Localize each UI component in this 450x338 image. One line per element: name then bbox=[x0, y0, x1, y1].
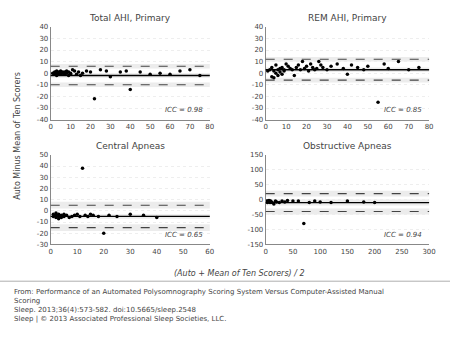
svg-text:20: 20 bbox=[302, 123, 311, 131]
svg-text:0: 0 bbox=[259, 196, 263, 204]
svg-text:20: 20 bbox=[39, 46, 48, 54]
svg-text:-30: -30 bbox=[252, 104, 263, 112]
svg-text:30: 30 bbox=[126, 248, 135, 256]
svg-text:-20: -20 bbox=[37, 230, 48, 238]
svg-text:10: 10 bbox=[39, 196, 48, 204]
svg-text:10: 10 bbox=[254, 58, 263, 66]
svg-text:150: 150 bbox=[341, 248, 354, 256]
svg-text:Obstructive Apneas: Obstructive Apneas bbox=[303, 141, 392, 151]
svg-text:20: 20 bbox=[99, 248, 108, 256]
svg-text:-10: -10 bbox=[37, 218, 48, 226]
svg-text:30: 30 bbox=[39, 35, 48, 43]
svg-text:10: 10 bbox=[39, 58, 48, 66]
svg-text:50: 50 bbox=[146, 123, 155, 131]
svg-text:60: 60 bbox=[166, 123, 175, 131]
svg-text:-50: -50 bbox=[252, 211, 263, 219]
svg-text:60: 60 bbox=[205, 248, 214, 256]
svg-text:Auto Minus Mean of Ten Scorers: Auto Minus Mean of Ten Scorers bbox=[13, 72, 22, 200]
svg-text:0: 0 bbox=[44, 207, 48, 215]
svg-text:250: 250 bbox=[395, 248, 408, 256]
svg-text:30: 30 bbox=[39, 174, 48, 182]
svg-text:40: 40 bbox=[126, 123, 135, 131]
svg-text:-30: -30 bbox=[37, 241, 48, 249]
svg-text:100: 100 bbox=[250, 166, 263, 174]
svg-text:-20: -20 bbox=[37, 93, 48, 101]
svg-text:20: 20 bbox=[86, 123, 95, 131]
svg-text:-40: -40 bbox=[252, 116, 263, 124]
svg-text:70: 70 bbox=[185, 123, 194, 131]
svg-text:50: 50 bbox=[179, 248, 188, 256]
svg-text:10: 10 bbox=[282, 123, 291, 131]
svg-text:0: 0 bbox=[259, 70, 263, 78]
svg-text:ICC = 0.94: ICC = 0.94 bbox=[384, 231, 422, 239]
svg-text:-10: -10 bbox=[37, 81, 48, 89]
svg-text:0: 0 bbox=[263, 248, 267, 256]
svg-text:50: 50 bbox=[363, 123, 372, 131]
svg-text:10: 10 bbox=[73, 248, 82, 256]
svg-text:40: 40 bbox=[39, 23, 48, 31]
svg-text:-20: -20 bbox=[252, 93, 263, 101]
svg-text:300: 300 bbox=[422, 248, 435, 256]
svg-text:200: 200 bbox=[368, 248, 381, 256]
svg-text:50: 50 bbox=[288, 248, 297, 256]
svg-text:60: 60 bbox=[384, 123, 393, 131]
svg-text:30: 30 bbox=[254, 35, 263, 43]
svg-text:-10: -10 bbox=[252, 81, 263, 89]
svg-text:Central Apneas: Central Apneas bbox=[96, 141, 165, 151]
svg-text:40: 40 bbox=[152, 248, 161, 256]
svg-text:0: 0 bbox=[263, 123, 267, 131]
svg-text:150: 150 bbox=[250, 151, 263, 159]
svg-text:-30: -30 bbox=[37, 104, 48, 112]
svg-text:0: 0 bbox=[48, 248, 52, 256]
svg-text:20: 20 bbox=[39, 185, 48, 193]
svg-text:-40: -40 bbox=[37, 116, 48, 124]
svg-text:0: 0 bbox=[44, 70, 48, 78]
svg-text:40: 40 bbox=[39, 162, 48, 170]
svg-text:100: 100 bbox=[313, 248, 326, 256]
svg-text:70: 70 bbox=[404, 123, 413, 131]
svg-text:50: 50 bbox=[39, 151, 48, 159]
svg-text:30: 30 bbox=[323, 123, 332, 131]
svg-text:50: 50 bbox=[254, 181, 263, 189]
svg-text:Total AHI, Primary: Total AHI, Primary bbox=[89, 13, 171, 23]
svg-text:ICC = 0.65: ICC = 0.65 bbox=[165, 231, 203, 239]
svg-text:-100: -100 bbox=[247, 226, 263, 234]
svg-text:From: Performance of an Automa: From: Performance of an Automated Polyso… bbox=[14, 288, 384, 323]
svg-text:ICC = 0.85: ICC = 0.85 bbox=[384, 106, 422, 114]
svg-text:0: 0 bbox=[48, 123, 52, 131]
svg-text:10: 10 bbox=[66, 123, 75, 131]
svg-text:80: 80 bbox=[205, 123, 214, 131]
svg-text:ICC = 0.98: ICC = 0.98 bbox=[165, 106, 203, 114]
svg-text:REM AHI, Primary: REM AHI, Primary bbox=[308, 13, 387, 23]
svg-text:40: 40 bbox=[343, 123, 352, 131]
svg-text:20: 20 bbox=[254, 46, 263, 54]
svg-text:30: 30 bbox=[106, 123, 115, 131]
svg-text:40: 40 bbox=[254, 23, 263, 31]
svg-text:(Auto + Mean of Ten Scorers) /: (Auto + Mean of Ten Scorers) / 2 bbox=[174, 269, 305, 278]
svg-text:-150: -150 bbox=[247, 241, 263, 249]
svg-text:80: 80 bbox=[425, 123, 434, 131]
